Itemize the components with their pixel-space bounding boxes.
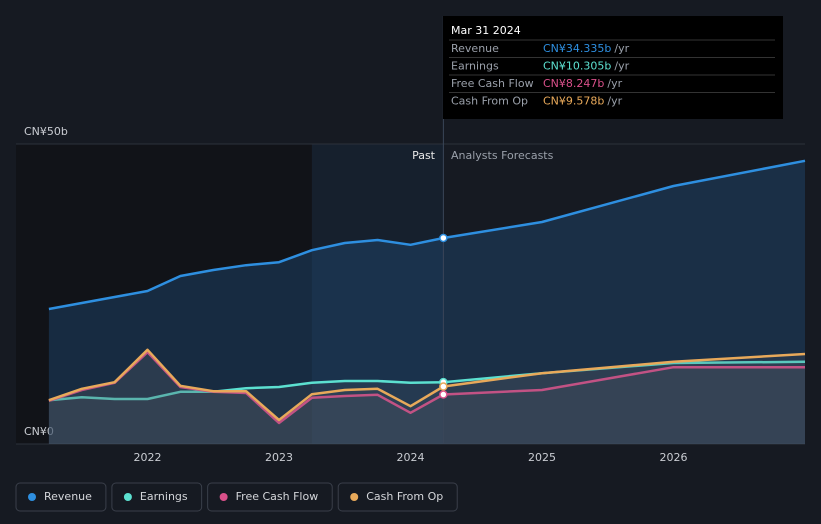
tooltip-number: CN¥8.247b <box>543 77 604 90</box>
tooltip-unit: /yr <box>607 95 622 108</box>
tooltip-label: Revenue <box>451 42 499 55</box>
legend-button <box>207 482 333 512</box>
tooltip: Mar 31 2024 Revenue CN¥34.335b/yr Earnings… <box>443 16 783 119</box>
tooltip-value: CN¥8.247b/yr <box>543 77 623 90</box>
legend-item[interactable]: Earnings <box>111 482 203 512</box>
plot: CN¥0 CN¥50b 2022 2023 2024 2025 2026 <box>16 16 806 464</box>
y-tick-label: CN¥0 <box>24 425 54 438</box>
legend-button <box>337 482 458 512</box>
tooltip-box <box>443 16 783 119</box>
point-marker <box>439 382 448 391</box>
y-tick-label: CN¥50b <box>24 125 68 138</box>
legend-swatch <box>350 493 359 501</box>
series-area <box>48 352 805 444</box>
x-tick-label: 2022 <box>134 451 162 464</box>
legend-label: Cash From Op <box>366 490 443 503</box>
legend-label: Earnings <box>140 490 188 503</box>
forecast-label: Analysts Forecasts <box>451 149 554 162</box>
legend-item[interactable]: Free Cash Flow <box>207 482 333 512</box>
legend-swatch <box>123 493 132 501</box>
series-area <box>48 160 805 445</box>
tooltip-unit: /yr <box>614 42 629 55</box>
legend-swatch <box>28 493 36 501</box>
point-marker <box>439 390 448 399</box>
legend-label: Revenue <box>44 490 92 503</box>
tooltip-label: Earnings <box>451 60 499 73</box>
legend-item[interactable]: Cash From Op <box>337 482 458 512</box>
x-tick-label: 2024 <box>397 451 425 464</box>
tooltip-number: CN¥34.335b <box>543 42 611 55</box>
tooltip-unit: /yr <box>614 60 629 73</box>
tooltip-number: CN¥9.578b <box>543 95 604 108</box>
tooltip-value: CN¥9.578b/yr <box>543 95 623 108</box>
legend-button <box>111 482 203 512</box>
tooltip-label: Free Cash Flow <box>451 77 534 90</box>
past-label: Past <box>412 149 436 162</box>
legend-swatch <box>219 493 228 501</box>
legend-label: Free Cash Flow <box>236 490 319 503</box>
series-line <box>48 360 806 402</box>
series-line <box>48 159 806 311</box>
x-tick-label: 2026 <box>660 451 688 464</box>
legend-button <box>15 482 107 512</box>
tooltip-number: CN¥10.305b <box>543 60 611 73</box>
tooltip-value: CN¥10.305b/yr <box>543 60 630 73</box>
tooltip-date: Mar 31 2024 <box>451 24 521 37</box>
legend: Revenue Earnings Free Cash Flow Cash From O… <box>15 482 458 512</box>
x-tick-label: 2023 <box>265 451 293 464</box>
tooltip-label: Cash From Op <box>451 95 528 108</box>
legend-item[interactable]: Revenue <box>15 482 107 512</box>
point-marker <box>439 233 448 243</box>
tooltip-value: CN¥34.335b/yr <box>543 42 630 55</box>
series-line <box>48 348 806 422</box>
x-tick-label: 2025 <box>528 451 556 464</box>
tooltip-unit: /yr <box>607 77 622 90</box>
